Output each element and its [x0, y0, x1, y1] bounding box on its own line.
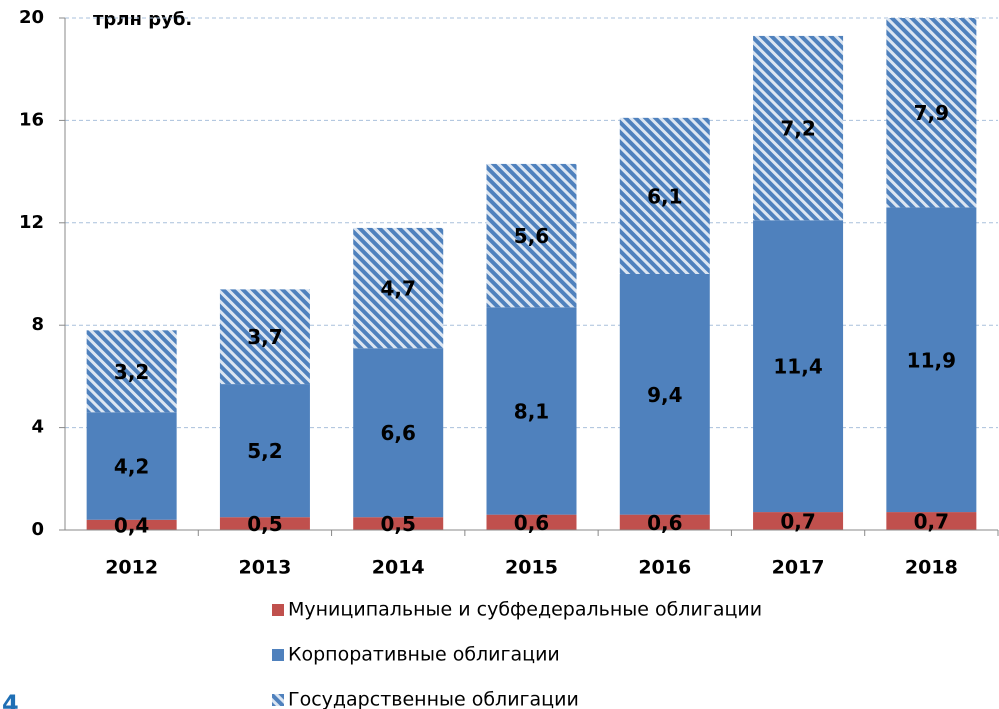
legend-label: Муниципальные и субфедеральные облигации [288, 599, 762, 621]
bar-segment [86, 330, 177, 413]
legend-swatch [272, 649, 284, 661]
data-label: 4,2 [114, 455, 149, 479]
y-tick-label: 16 [19, 109, 44, 130]
legend-swatch [272, 604, 284, 616]
data-label: 5,2 [247, 439, 282, 463]
data-label: 11,4 [773, 355, 822, 379]
data-label: 5,6 [514, 224, 549, 248]
data-label: 0,4 [114, 513, 149, 537]
data-label: 7,9 [914, 101, 949, 125]
x-tick-label: 2016 [638, 557, 691, 579]
data-label: 0,7 [914, 510, 949, 534]
x-tick-label: 2013 [238, 557, 291, 579]
bar-segment [219, 384, 310, 518]
data-label: 11,9 [907, 348, 956, 372]
data-label: 8,1 [514, 399, 549, 423]
y-tick-label: 0 [31, 519, 44, 540]
bar-segment [753, 35, 844, 221]
bar-segment [353, 517, 444, 530]
x-tick-label: 2012 [105, 557, 158, 579]
bar-segment [219, 517, 310, 530]
x-tick-label: 2018 [905, 557, 958, 579]
data-label: 0,5 [247, 512, 282, 536]
legend-swatch [272, 694, 284, 706]
data-label: 7,2 [780, 117, 815, 141]
data-label: 0,7 [780, 510, 815, 534]
data-label: 0,5 [380, 512, 415, 536]
bar-segment [486, 514, 577, 530]
data-label: 6,1 [647, 184, 682, 208]
bar-segment [619, 274, 710, 515]
bar-segment [86, 412, 177, 520]
data-label: 9,4 [647, 383, 682, 407]
bar-segment [886, 512, 977, 530]
bar-segment [353, 227, 444, 349]
data-label: 0,6 [647, 511, 682, 535]
legend-label: Корпоративные облигации [288, 644, 560, 666]
bar-segment [886, 18, 977, 208]
y-tick-label: 12 [19, 212, 44, 233]
bar-segment [619, 514, 710, 530]
x-tick-label: 2017 [772, 557, 825, 579]
y-tick-label: 8 [31, 314, 44, 335]
bar-segment [619, 117, 710, 274]
data-label: 6,6 [380, 421, 415, 445]
data-label: 4,7 [380, 277, 415, 301]
bar-segment [486, 163, 577, 308]
data-label: 3,7 [247, 325, 282, 349]
x-tick-label: 2015 [505, 557, 558, 579]
bar-segment [486, 307, 577, 515]
x-tick-label: 2014 [372, 557, 425, 579]
legend-label: Государственные облигации [288, 689, 579, 709]
y-tick-label: 20 [19, 7, 44, 28]
data-label: 0,6 [514, 511, 549, 535]
page-number: 4 [2, 690, 19, 709]
bar-segment [219, 289, 310, 385]
bar-segment [886, 207, 977, 513]
bar-segment [86, 519, 177, 530]
y-tick-label: 4 [31, 417, 44, 438]
bar-segment [753, 512, 844, 530]
data-label: 3,2 [114, 360, 149, 384]
bar-segment [753, 220, 844, 513]
bar-segment [353, 348, 444, 518]
y-unit-label: трлн руб. [93, 9, 192, 30]
